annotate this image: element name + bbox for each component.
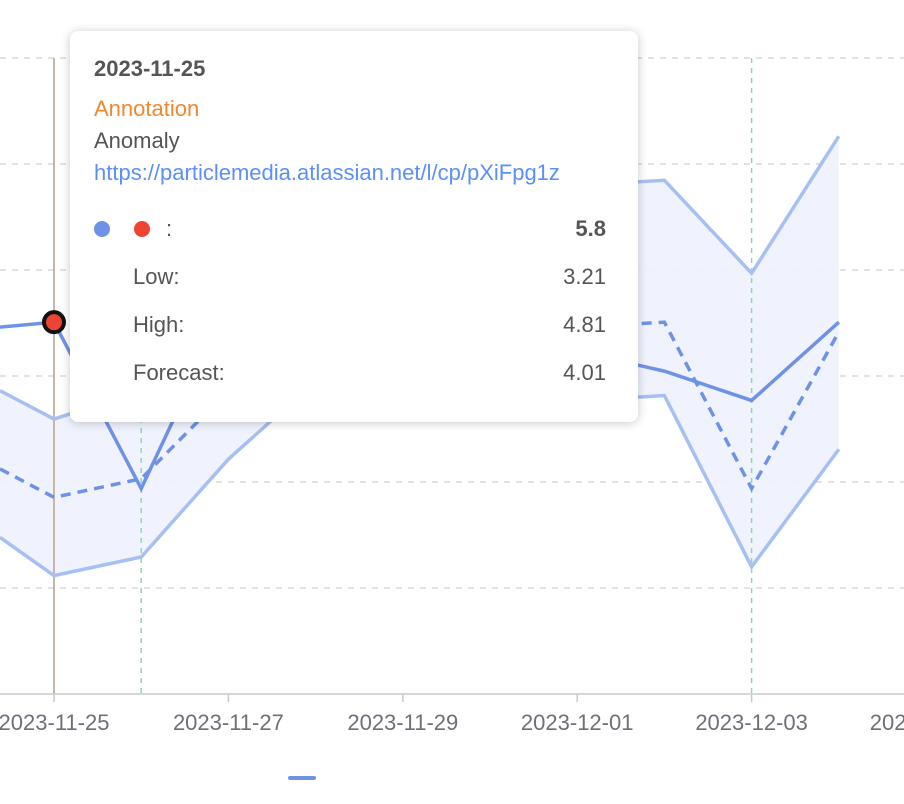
- x-tick-label: 2023-12-01: [521, 710, 634, 735]
- forecast-line: [0, 305, 841, 500]
- x-axis: [0, 693, 904, 702]
- tooltip-anomaly-label: Anomaly: [94, 128, 180, 153]
- tooltip-forecast-label: Forecast:: [133, 360, 225, 385]
- tooltip-date: 2023-11-25: [94, 56, 206, 81]
- x-tick-label: 2023-11-29: [347, 710, 458, 735]
- tooltip-link[interactable]: https://particlemedia.atlassian.net/l/cp…: [94, 160, 560, 185]
- annotation-lines: [53, 58, 753, 694]
- tooltip-high-value: 4.81: [563, 312, 606, 337]
- tooltip-forecast-value: 4.01: [563, 360, 606, 385]
- tooltip-annotation-label: Annotation: [94, 96, 200, 121]
- x-tick-labels: 2023-11-25 2023-11-27 2023-11-29 2023-12-01…: [0, 710, 904, 735]
- anomaly-point[interactable]: [42, 310, 66, 335]
- tooltip-value: 5.8: [575, 216, 606, 241]
- tooltip-value-key: :: [166, 216, 173, 241]
- tooltip-high-row: High: 4.81: [94, 301, 614, 349]
- red-dot-icon: [134, 221, 150, 237]
- chart-tooltip: 2023-11-25 Annotation Anomaly https://pa…: [70, 31, 638, 422]
- x-tick-label: 2023-12-05: [870, 710, 904, 735]
- tooltip-low-row: Low: 3.21: [94, 253, 614, 301]
- blue-dot-icon: [94, 221, 110, 237]
- tooltip-value-row: : 5.8: [94, 205, 614, 253]
- x-tick-label: 2023-11-27: [173, 710, 284, 735]
- tooltip-high-label: High:: [133, 312, 185, 337]
- x-tick-label: 2023-11-25: [0, 710, 109, 735]
- x-tick-label: 2023-12-03: [695, 710, 808, 735]
- legend-item[interactable]: [288, 776, 316, 780]
- tooltip-low-label: Low:: [133, 264, 180, 289]
- tooltip-low-value: 3.21: [563, 264, 606, 289]
- tooltip-forecast-row: Forecast: 4.01: [94, 349, 614, 397]
